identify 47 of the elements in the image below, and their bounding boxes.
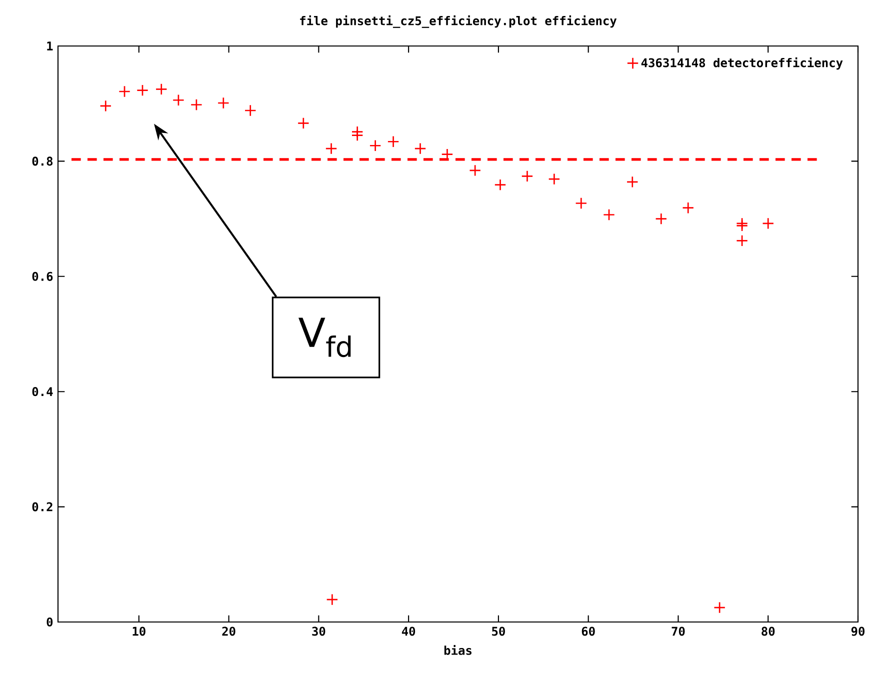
x-tick-label: 30 bbox=[312, 626, 326, 636]
annotation: V$_{fd}$ bbox=[298, 318, 351, 358]
point bbox=[548, 173, 560, 186]
point bbox=[297, 117, 310, 130]
y-tick-label: 0.6 bbox=[32, 272, 53, 281]
x-tick-label: 40 bbox=[402, 626, 416, 636]
x-tick-label: 80 bbox=[762, 626, 775, 636]
point bbox=[190, 98, 202, 111]
y-tick-label: 0.4 bbox=[32, 387, 53, 396]
point bbox=[762, 217, 774, 230]
point bbox=[351, 129, 364, 142]
point bbox=[714, 602, 726, 614]
x-tick-label: 70 bbox=[672, 626, 685, 636]
point bbox=[369, 140, 382, 152]
point bbox=[100, 100, 112, 112]
point bbox=[575, 197, 588, 210]
x-tick-label: 60 bbox=[582, 626, 595, 636]
point bbox=[325, 142, 338, 155]
point bbox=[387, 136, 400, 148]
x-tick-label: 10 bbox=[132, 626, 146, 636]
legend-label: 436314148 detectorefficiency bbox=[641, 57, 843, 70]
x-tick-label: 20 bbox=[222, 626, 236, 636]
point bbox=[118, 85, 131, 98]
point bbox=[414, 142, 426, 155]
y-tick-label: 0 bbox=[46, 617, 53, 627]
point bbox=[521, 170, 534, 182]
point bbox=[217, 97, 230, 110]
point bbox=[736, 234, 748, 247]
point bbox=[603, 208, 616, 221]
point bbox=[155, 83, 168, 96]
chart-title: file pinsetti_cz5_efficiency.plot efficiency bbox=[300, 15, 617, 28]
point bbox=[469, 164, 482, 176]
point bbox=[136, 84, 148, 96]
x-tick-label: 50 bbox=[492, 626, 505, 636]
x-axis-title: bias bbox=[444, 644, 472, 655]
point bbox=[626, 176, 638, 188]
point bbox=[326, 594, 338, 606]
point bbox=[655, 212, 668, 225]
point bbox=[736, 220, 748, 232]
point bbox=[682, 202, 694, 214]
point bbox=[494, 178, 506, 191]
x-tick-label: 90 bbox=[851, 626, 865, 636]
point bbox=[244, 104, 256, 117]
point bbox=[172, 94, 184, 106]
y-tick-label: 0.8 bbox=[32, 156, 53, 166]
y-tick-label: 0.2 bbox=[32, 502, 52, 512]
y-tick-label: 1 bbox=[47, 42, 53, 50]
